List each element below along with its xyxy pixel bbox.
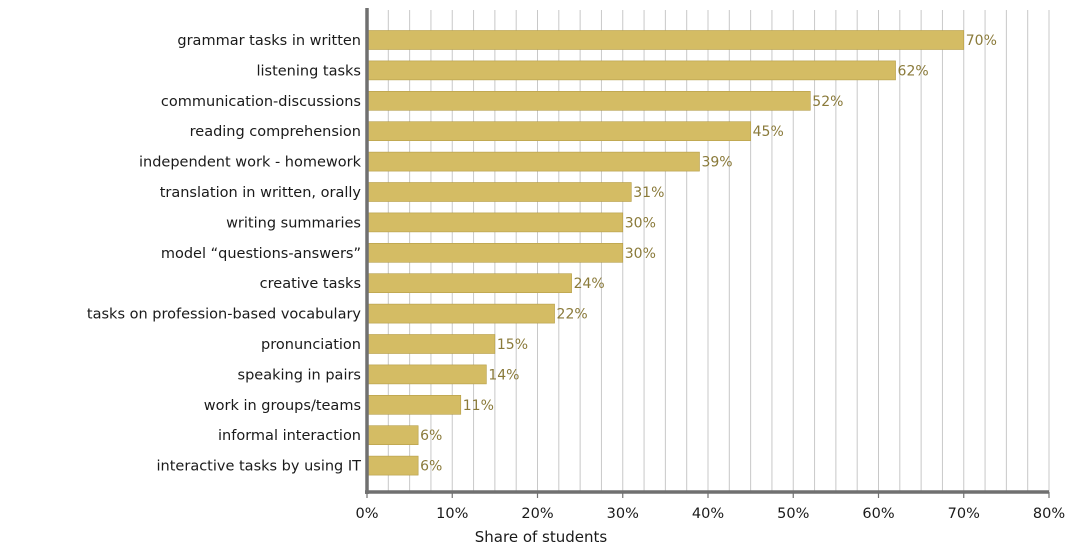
bar <box>366 91 811 111</box>
value-label: 30% <box>625 215 656 231</box>
value-label: 11% <box>463 398 494 414</box>
value-label: 62% <box>898 63 929 79</box>
category-label: listening tasks <box>256 63 361 79</box>
x-tick-label: 30% <box>607 506 639 522</box>
bar <box>366 273 572 294</box>
bar <box>366 455 419 476</box>
bar <box>366 121 751 141</box>
x-tick-label: 70% <box>948 506 980 522</box>
bar <box>366 364 487 385</box>
axes <box>365 8 1050 498</box>
category-label: speaking in pairs <box>238 367 361 383</box>
bar <box>366 30 965 50</box>
value-label: 14% <box>488 367 519 383</box>
category-label: grammar tasks in written <box>177 33 361 49</box>
x-tick-label: 80% <box>1033 506 1065 522</box>
x-tick-label: 50% <box>777 506 809 522</box>
value-label: 30% <box>625 246 656 262</box>
bar <box>366 425 419 446</box>
bar <box>366 151 700 172</box>
x-tick-label: 10% <box>436 506 468 522</box>
value-label: 6% <box>420 428 442 444</box>
value-label: 6% <box>420 459 442 475</box>
gridlines <box>387 10 1050 492</box>
bar <box>366 243 624 263</box>
tick-labels: 0% 10% 20% 30% 40% 50% 60% 70% 80% <box>355 506 1065 522</box>
value-labels: 70% 62% 52% 45% 39% 31% 30% 30% 24% 22% 15% 14% 11% 6… <box>420 33 997 475</box>
category-label: pronunciation <box>261 337 361 353</box>
value-label: 52% <box>812 94 843 110</box>
bar <box>366 182 632 202</box>
bars <box>366 30 965 476</box>
bar <box>366 60 896 81</box>
category-label: creative tasks <box>260 276 361 292</box>
category-label: independent work - homework <box>139 155 362 171</box>
value-label: 45% <box>753 124 784 140</box>
bar <box>366 394 462 415</box>
x-tick-label: 0% <box>355 506 378 522</box>
category-labels: grammar tasks in written listening tasks c… <box>87 33 362 475</box>
bar <box>366 212 624 233</box>
category-label: reading comprehension <box>190 124 361 140</box>
x-tick-label: 60% <box>862 506 894 522</box>
bar <box>366 334 496 354</box>
x-tick-label: 40% <box>692 506 724 522</box>
value-label: 22% <box>557 307 588 323</box>
value-label: 24% <box>574 276 605 292</box>
category-label: translation in written, orally <box>160 185 362 201</box>
category-label: model “questions-answers” <box>161 246 361 262</box>
x-tick-label: 20% <box>521 506 553 522</box>
value-label: 15% <box>497 337 528 353</box>
value-label: 31% <box>633 185 664 201</box>
x-axis-label: Share of students <box>475 528 608 545</box>
category-label: tasks on profession-based vocabulary <box>87 307 361 323</box>
value-label: 39% <box>701 155 732 171</box>
value-label: 70% <box>966 33 997 49</box>
category-label: interactive tasks by using IT <box>157 459 362 475</box>
category-label: informal interaction <box>218 428 361 444</box>
category-label: communication-discussions <box>161 94 361 110</box>
bar <box>366 303 555 324</box>
category-label: writing summaries <box>226 215 361 231</box>
category-label: work in groups/teams <box>204 398 361 414</box>
